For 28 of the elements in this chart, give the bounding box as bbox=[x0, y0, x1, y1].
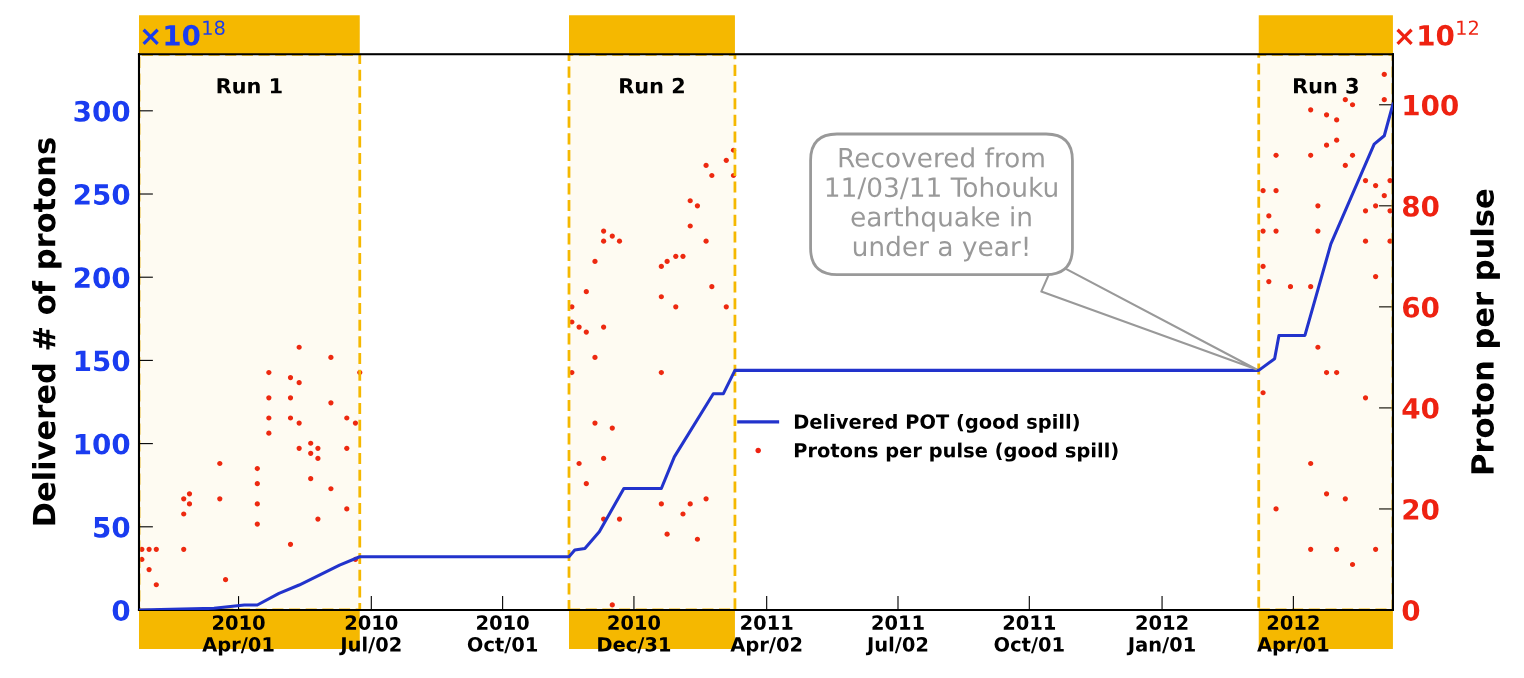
y-axis-title: Delivered # of protons bbox=[31, 138, 62, 525]
y2-tick-label: 40 bbox=[1402, 397, 1439, 419]
band-label: Run 1 bbox=[217, 78, 282, 94]
legend-label: Protons per pulse (good spill) bbox=[794, 442, 1118, 462]
y-tick-label: 250 bbox=[74, 183, 130, 205]
y-tick-label: 150 bbox=[75, 350, 130, 372]
annotation: Recovered from 11/03/11 Tohouku earthquake in under a year! bbox=[826, 147, 1057, 262]
text: ×10$^{12}$ bbox=[1396, 20, 1478, 46]
y2-tick-label: 60 bbox=[1402, 296, 1439, 318]
y-tick-label: 300 bbox=[74, 100, 130, 122]
band-label: Run 3 bbox=[1294, 77, 1358, 94]
x-tick-label: 2012 Jan/01 bbox=[1126, 615, 1195, 656]
y-tick-label: 50 bbox=[94, 516, 130, 538]
text: ×10$^{18}$ bbox=[142, 20, 225, 46]
y2-tick-label: 80 bbox=[1402, 195, 1439, 217]
x-tick-label: 2011 Apr/02 bbox=[730, 615, 802, 656]
y-tick-label: 100 bbox=[75, 433, 130, 455]
x-tick-label: 2011 Oct/01 bbox=[994, 615, 1064, 654]
x-tick-label: 2011 Jul/02 bbox=[865, 615, 928, 656]
y2-axis-title: Proton per pulse bbox=[1470, 189, 1500, 474]
y-tick-label: 0 bbox=[112, 599, 130, 621]
y2-tick-label: 0 bbox=[1402, 599, 1420, 621]
y2-tick-label: 20 bbox=[1403, 498, 1439, 520]
band-label: Run 2 bbox=[620, 77, 684, 94]
y-tick-label: 200 bbox=[74, 267, 130, 289]
legend-label: Delivered POT (good spill) bbox=[794, 413, 1079, 433]
y2-tick-label: 100 bbox=[1404, 94, 1458, 116]
x-tick-label: 2010 Oct/01 bbox=[467, 615, 538, 654]
